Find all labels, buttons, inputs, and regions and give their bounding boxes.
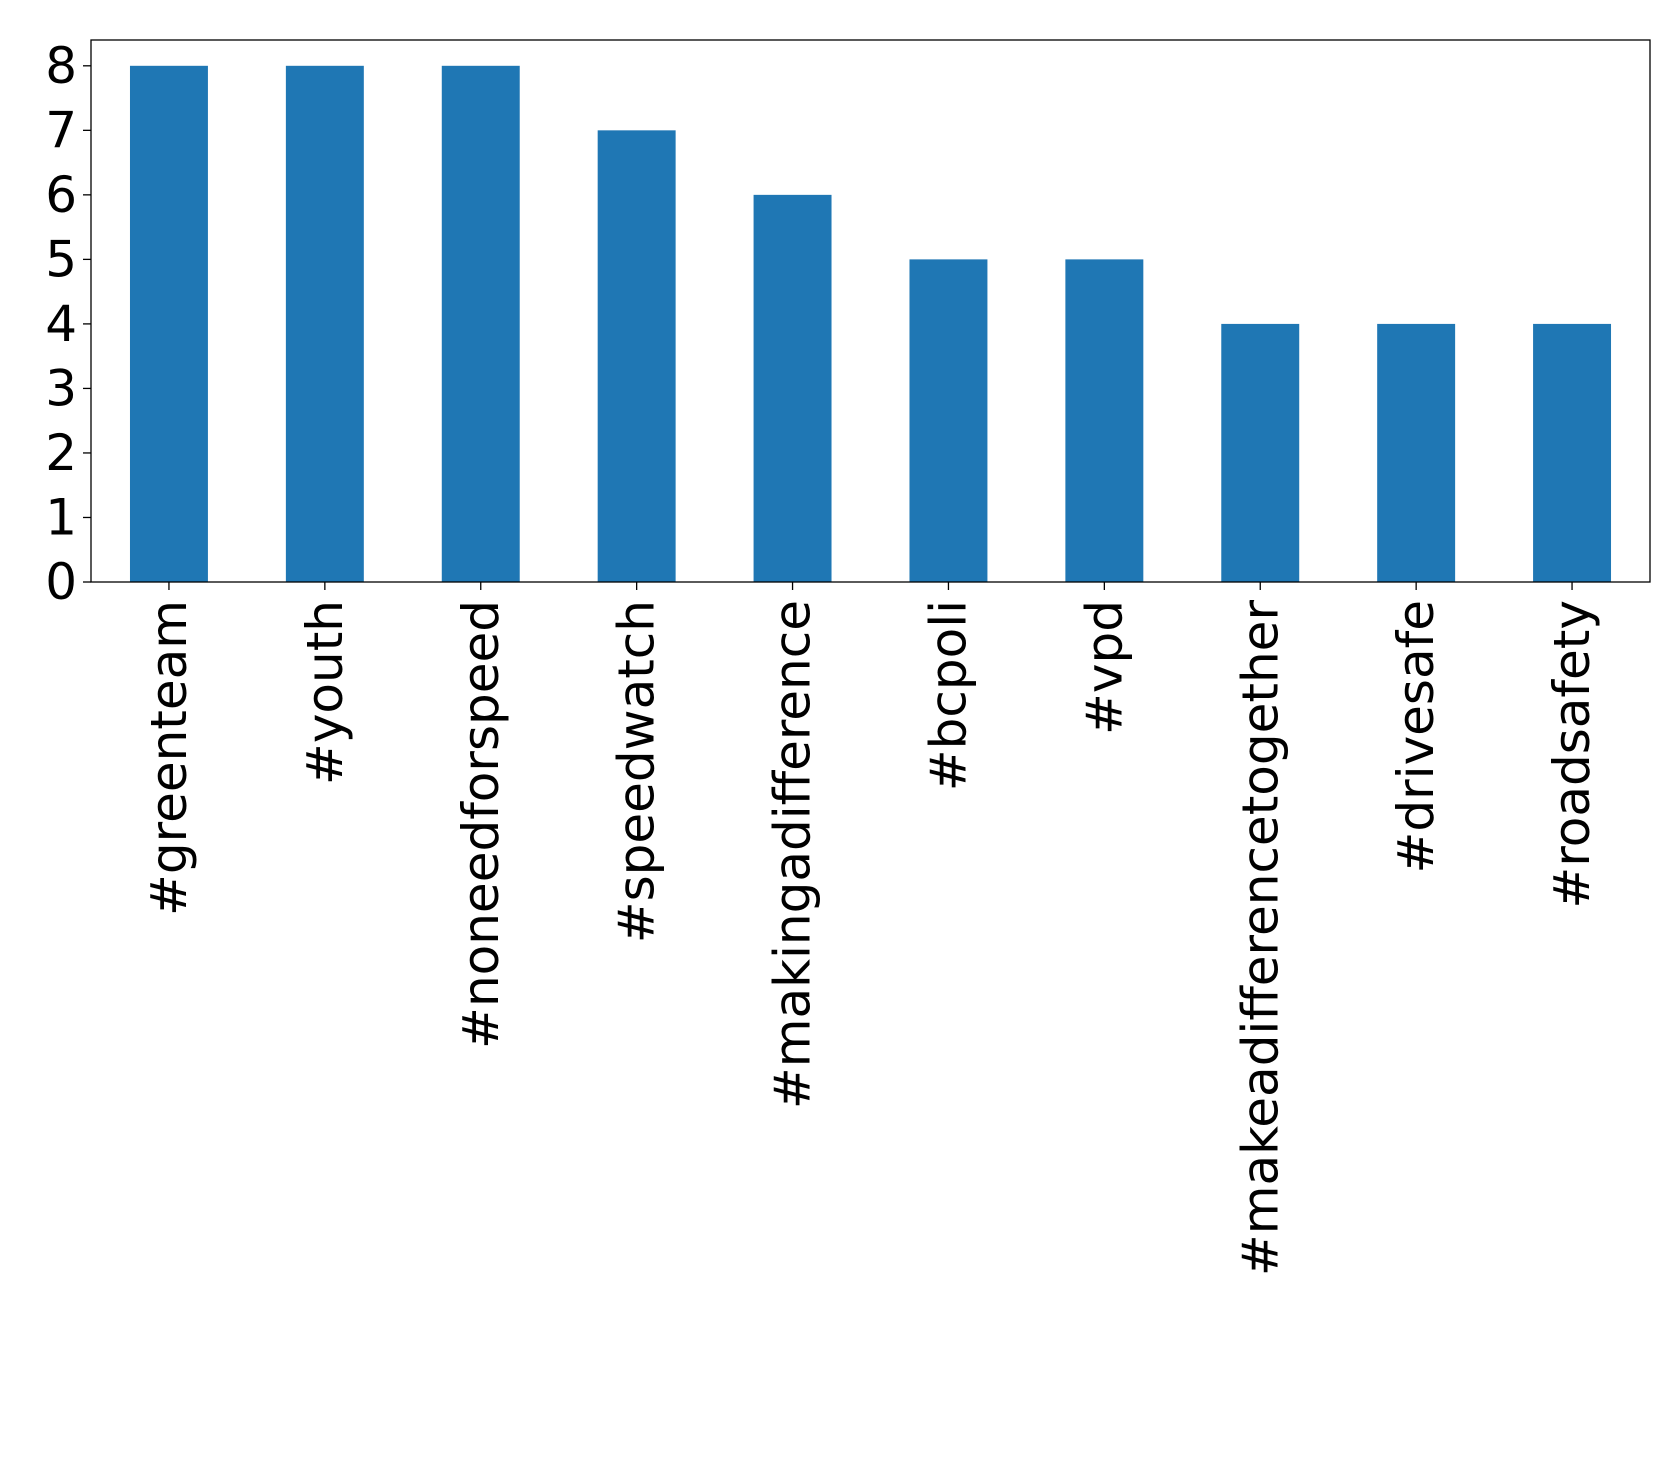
x-tick-label: #bcpoli xyxy=(919,600,977,791)
bar-noneedforspeed xyxy=(441,65,520,583)
x-tick-label: #makingadifference xyxy=(764,600,822,1109)
y-tick-label: 2 xyxy=(45,424,77,482)
bar-youth xyxy=(285,65,364,583)
bar-bcpoli xyxy=(909,259,988,582)
y-tick-label: 7 xyxy=(45,101,77,159)
x-tick-label: #makeadifferencetogether xyxy=(1231,600,1289,1277)
x-tick-label: #greenteam xyxy=(140,600,198,916)
y-tick-label: 3 xyxy=(45,359,77,417)
x-tick-label: #speedwatch xyxy=(608,600,666,943)
x-tick-label: #drivesafe xyxy=(1387,600,1445,874)
bar-speedwatch xyxy=(597,130,676,583)
y-tick-label: 5 xyxy=(45,230,77,288)
bars-layer xyxy=(129,65,1612,583)
x-tick-label: #youth xyxy=(296,600,354,785)
x-tick-label: #noneedforspeed xyxy=(452,600,510,1049)
x-tick-label: #roadsafety xyxy=(1543,600,1601,909)
x-axis: #greenteam #youth #noneedforspeed #speedwat… xyxy=(140,582,1601,1276)
y-axis: 0 1 2 3 4 5 6 7 8 xyxy=(45,37,91,611)
x-tick-label: #vpd xyxy=(1075,600,1133,735)
bar-makeadifferencetogether xyxy=(1221,323,1300,582)
bar-roadsafety xyxy=(1533,323,1612,582)
y-tick-label: 8 xyxy=(45,37,77,95)
plot-frame xyxy=(90,39,1651,583)
y-tick-label: 4 xyxy=(45,295,77,353)
bar-vpd xyxy=(1065,259,1144,582)
y-tick-label: 1 xyxy=(45,488,77,546)
bar-greenteam xyxy=(129,65,208,583)
y-tick-label: 6 xyxy=(45,166,77,224)
bar-drivesafe xyxy=(1377,323,1456,582)
bar-makingadifference xyxy=(753,194,832,582)
y-tick-label: 0 xyxy=(45,553,77,611)
